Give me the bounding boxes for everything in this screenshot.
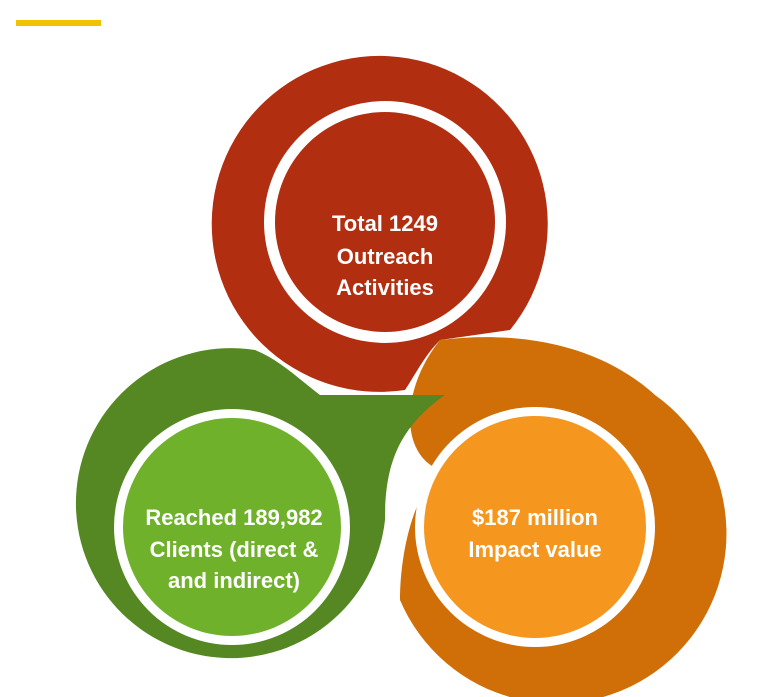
outreach-inner-circle [275,112,495,332]
outreach-group [211,55,548,392]
impact-inner-circle [424,416,646,638]
clients-inner-circle [123,418,341,636]
clients-group [75,348,445,659]
outreach-label-line3: Activities [336,275,434,300]
clients-label-line3: and indirect) [168,568,300,593]
impact-group [400,337,727,697]
clients-label-line2: Clients (direct & [150,537,319,562]
impact-label-line1: $187 million [472,505,598,530]
outreach-label-line2: Outreach [337,244,434,269]
outreach-label-line1: Total 1249 [332,211,438,236]
clients-label-line1: Reached 189,982 [145,505,322,530]
accent-bar [16,20,101,26]
impact-label-line2: Impact value [468,537,601,562]
